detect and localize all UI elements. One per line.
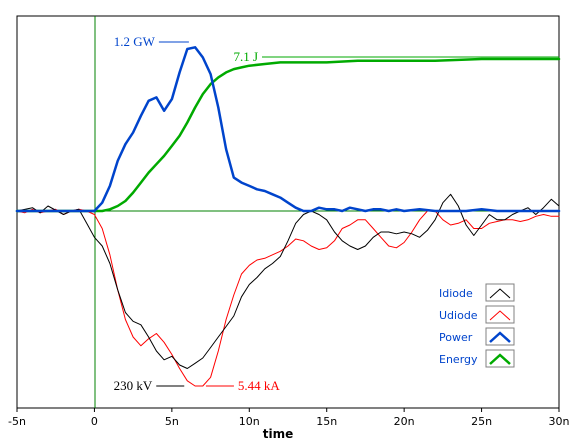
x-tick-label: 15n xyxy=(316,415,337,428)
legend: Idiode Udiode Power Energy xyxy=(439,283,515,368)
series-line-power xyxy=(15,46,561,213)
legend-label-power: Power xyxy=(439,331,473,344)
annotations: 1.2 GW 7.1 J 230 kV 5.44 kA xyxy=(114,34,559,393)
series-line-udiode xyxy=(16,208,560,387)
x-tick-label: -5n xyxy=(8,415,26,428)
x-axis-ticks: -5n 0 5n 10n 15n 20n 25n 30n xyxy=(8,408,570,428)
legend-swatch-power xyxy=(485,327,515,346)
legend-swatch-udiode xyxy=(485,305,515,324)
x-tick-label: 30n xyxy=(549,415,570,428)
annotation-idiode: 230 kV xyxy=(114,378,153,393)
legend-label-idiode: Idiode xyxy=(439,287,473,300)
legend-glyph-idiode xyxy=(489,288,511,299)
x-axis-title: time xyxy=(263,427,294,441)
annotation-energy: 7.1 J xyxy=(233,49,258,64)
x-tick-label: 0 xyxy=(91,415,98,428)
annotation-power: 1.2 GW xyxy=(114,34,156,49)
legend-swatch-idiode xyxy=(485,283,515,302)
series-lines xyxy=(15,46,561,387)
legend-glyph-energy xyxy=(489,353,511,365)
x-tick-label: 5n xyxy=(165,415,179,428)
series-line-energy xyxy=(15,57,561,213)
legend-label-energy: Energy xyxy=(439,353,478,366)
series-line-idiode xyxy=(16,193,560,369)
plot-frame xyxy=(16,15,560,409)
x-tick-label: 20n xyxy=(394,415,415,428)
x-tick-label: 10n xyxy=(239,415,260,428)
legend-swatch-energy xyxy=(485,349,515,368)
annotation-udiode: 5.44 kA xyxy=(238,378,281,393)
legend-glyph-power xyxy=(489,331,511,343)
legend-label-udiode: Udiode xyxy=(439,309,478,322)
legend-glyph-udiode xyxy=(489,310,511,321)
x-tick-label: 25n xyxy=(471,415,492,428)
